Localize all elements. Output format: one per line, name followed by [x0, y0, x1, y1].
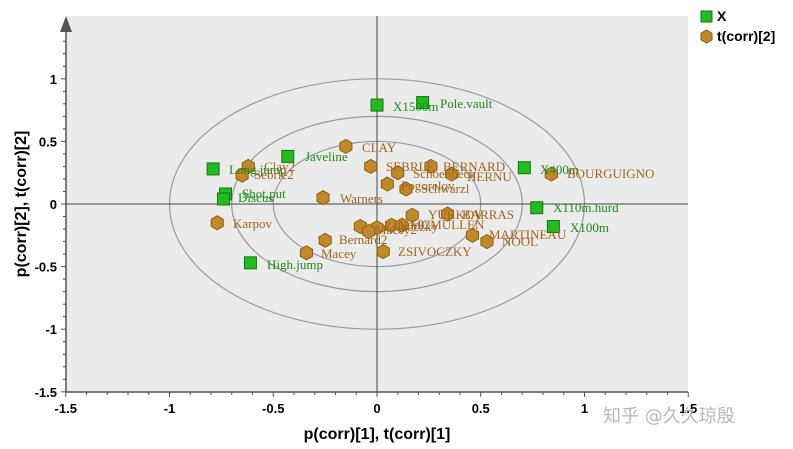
y-axis-arrow	[60, 16, 72, 32]
observation-label: Clay2	[264, 159, 295, 174]
observation-label: Sebrle2	[254, 167, 294, 182]
observation-label: MCMULLEN	[410, 217, 485, 232]
legend: X t(corr)[2]	[700, 8, 775, 44]
observation-marker	[445, 166, 459, 182]
y-axis-title: p(corr)[2], t(corr)[2]	[13, 131, 30, 278]
observation-marker	[399, 181, 413, 197]
point-labels: X1500m Pole.vault X400m X110m.hurd X100m Long…	[229, 96, 654, 272]
x-variable-label: Pole.vault	[440, 96, 493, 111]
x-variable-marker	[517, 161, 531, 175]
observation-label: BERNARD	[443, 159, 505, 174]
observation-label: Bernard2	[339, 232, 387, 247]
y-tick-label: -1.5	[35, 385, 57, 400]
observation-label: Zsivoczky	[384, 219, 439, 234]
observation-label: Macey2	[375, 222, 417, 237]
observation-marker	[465, 227, 479, 243]
y-tick-label: 0.5	[39, 134, 57, 149]
observation-marker	[364, 158, 378, 174]
x-variable-marker	[206, 162, 220, 176]
x-axis-title: p(corr)[1], t(corr)[1]	[304, 426, 451, 443]
x-variable-marker	[216, 192, 230, 206]
x-variable-label: X400m	[540, 162, 579, 177]
observation-label: Pogorelov	[401, 178, 455, 193]
x-variable-marker	[370, 98, 384, 112]
y-tick-label: -1	[45, 322, 57, 337]
data-points	[206, 96, 560, 270]
observation-label: NOOL	[502, 234, 538, 249]
observation-label: Karpov	[233, 216, 272, 231]
x-variable-label: Long.jump	[229, 162, 286, 177]
observation-marker	[316, 190, 330, 206]
x-tick-label: 0	[373, 401, 380, 416]
observation-label: Nool2	[398, 217, 431, 232]
observation-label: Warners	[340, 191, 383, 206]
observation-marker	[441, 206, 455, 222]
observation-label: BOURGUIGNO	[567, 166, 654, 181]
legend-x-label: X	[717, 8, 727, 24]
x-variable-label: Shot.put	[242, 186, 286, 201]
observation-marker	[362, 223, 376, 240]
observation-marker	[480, 234, 494, 250]
observation-marker	[376, 244, 390, 260]
x-variable-marker	[243, 256, 257, 270]
observation-label: CLAY	[362, 140, 397, 155]
x-variable-label: Discus	[238, 190, 273, 205]
observation-marker	[395, 217, 409, 233]
legend-tcorr-swatch	[700, 29, 713, 44]
y-tick-label: -0.5	[35, 260, 57, 275]
x-variable-label: High.jump	[267, 257, 323, 272]
observation-marker	[210, 215, 224, 231]
observation-label: YURKOV	[428, 207, 484, 222]
observation-label: HERNU	[467, 169, 512, 184]
observation-marker	[391, 165, 405, 181]
observation-label: Macey	[321, 246, 357, 261]
observation-marker	[544, 166, 558, 182]
legend-tcorr-label: t(corr)[2]	[717, 28, 775, 44]
x-variable-label: Javeline	[305, 149, 348, 164]
x-variable-label: X100m	[570, 220, 609, 235]
observation-marker	[318, 232, 332, 248]
observation-label: Schwarzl	[421, 181, 470, 196]
observation-marker	[380, 176, 394, 192]
x-variable-marker	[281, 149, 295, 163]
observation-marker	[405, 207, 419, 223]
x-tick-label: 1	[581, 401, 588, 416]
observation-label: SEBRLE	[386, 159, 434, 174]
observation-marker	[339, 138, 353, 154]
x-tick-label: -1	[164, 401, 176, 416]
observation-label: ZSIVOCZKY	[398, 244, 472, 259]
observation-marker	[424, 158, 438, 174]
x-tick-label: -0.5	[262, 401, 284, 416]
x-variable-label: X1500m	[393, 99, 439, 114]
y-tick-label: 0	[50, 197, 57, 212]
x-variable-marker	[530, 201, 544, 215]
x-variable-marker	[546, 220, 560, 234]
observation-label: BARRAS	[462, 207, 514, 222]
observation-label: Schoenbeck	[413, 166, 476, 181]
x-tick-label: 0.5	[472, 401, 490, 416]
observation-marker	[299, 245, 313, 261]
y-tick-label: 1	[50, 72, 57, 87]
x-variable-label: X110m.hurd	[553, 200, 619, 215]
tick-labels: -1.5 -1 -0.5 0 0.5 1 1.5 -1.5 -1 -0.5 0 0.5 1	[35, 40, 697, 416]
legend-x-swatch	[700, 10, 713, 23]
x-tick-label: -1.5	[55, 401, 77, 416]
x-tick-label: 1.5	[679, 401, 697, 416]
observation-label: MARTINEAU	[489, 227, 567, 242]
x-variable-marker	[416, 96, 430, 110]
watermark: 知乎 @久久琼殷	[603, 406, 735, 427]
observation-marker	[235, 167, 249, 183]
